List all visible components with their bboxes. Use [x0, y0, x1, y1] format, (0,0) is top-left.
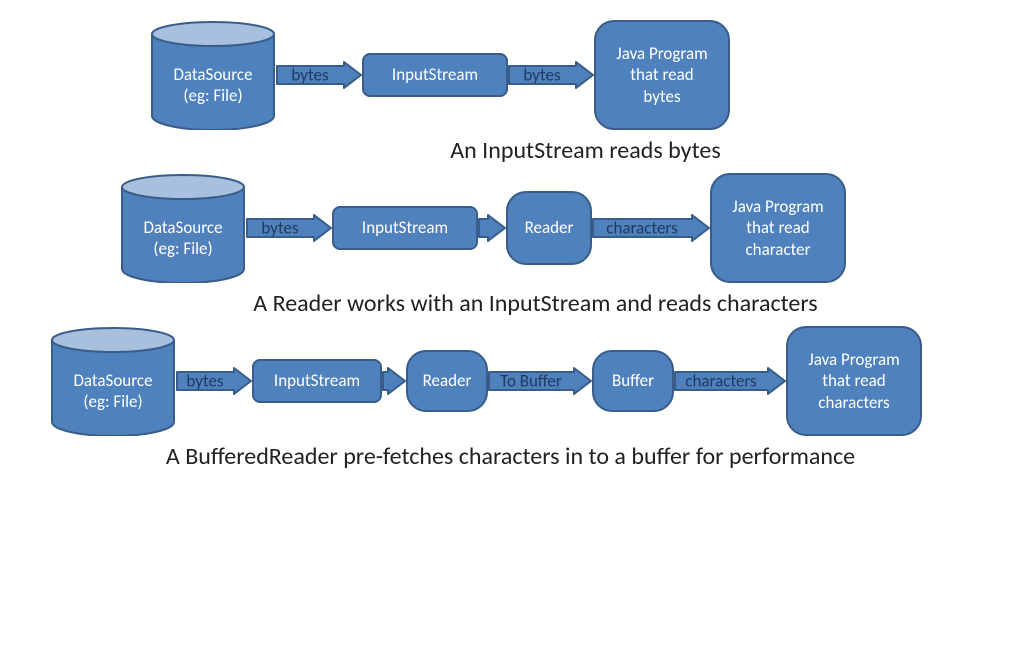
rounded-box: Java Programthat readcharacter: [710, 173, 846, 283]
flow-arrow: [478, 208, 506, 248]
flow-arrow: [382, 361, 406, 401]
cylinder-label: DataSource(eg: File): [150, 64, 276, 107]
flow-arrow: characters: [592, 208, 710, 248]
rounded-box: Buffer: [592, 350, 674, 412]
box-label: Java Programthat readcharacter: [732, 196, 823, 260]
diagram-row: DataSource(eg: File) bytes InputStream by…: [20, 20, 1001, 165]
diagram-row: DataSource(eg: File) bytes InputStream Re…: [20, 173, 1001, 318]
flow-arrow: bytes: [246, 208, 332, 248]
process-box: InputStream: [332, 206, 478, 250]
box-label: Java Programthat readbytes: [616, 43, 707, 107]
row-caption: A BufferedReader pre-fetches characters …: [20, 442, 1001, 471]
rounded-box: Reader: [506, 191, 592, 265]
process-box: InputStream: [252, 359, 382, 403]
row-caption: A Reader works with an InputStream and r…: [70, 289, 1001, 318]
flow-arrow: bytes: [176, 361, 252, 401]
flow-arrow: To Buffer: [488, 361, 592, 401]
flow-container: DataSource(eg: File) bytes InputStream Re…: [120, 173, 1001, 283]
flow-arrow: bytes: [508, 55, 594, 95]
box-label: InputStream: [392, 64, 478, 85]
rounded-box: Java Programthat readbytes: [594, 20, 730, 130]
datasource-cylinder: DataSource(eg: File): [50, 326, 176, 436]
rounded-box: Reader: [406, 350, 488, 412]
box-label: InputStream: [362, 217, 448, 238]
flow-arrow: characters: [674, 361, 786, 401]
flow-container: DataSource(eg: File) bytes InputStream Re…: [50, 326, 1001, 436]
flow-arrow: bytes: [276, 55, 362, 95]
diagram-row: DataSource(eg: File) bytes InputStream Re…: [20, 326, 1001, 471]
process-box: InputStream: [362, 53, 508, 97]
flow-container: DataSource(eg: File) bytes InputStream by…: [150, 20, 1001, 130]
datasource-cylinder: DataSource(eg: File): [120, 173, 246, 283]
cylinder-label: DataSource(eg: File): [120, 217, 246, 260]
datasource-cylinder: DataSource(eg: File): [150, 20, 276, 130]
box-label: InputStream: [274, 370, 360, 391]
box-label: Buffer: [612, 370, 654, 391]
box-label: Reader: [423, 370, 472, 391]
cylinder-label: DataSource(eg: File): [50, 370, 176, 413]
box-label: Reader: [525, 217, 574, 238]
rounded-box: Java Programthat readcharacters: [786, 326, 922, 436]
row-caption: An InputStream reads bytes: [170, 136, 1001, 165]
box-label: Java Programthat readcharacters: [808, 349, 899, 413]
